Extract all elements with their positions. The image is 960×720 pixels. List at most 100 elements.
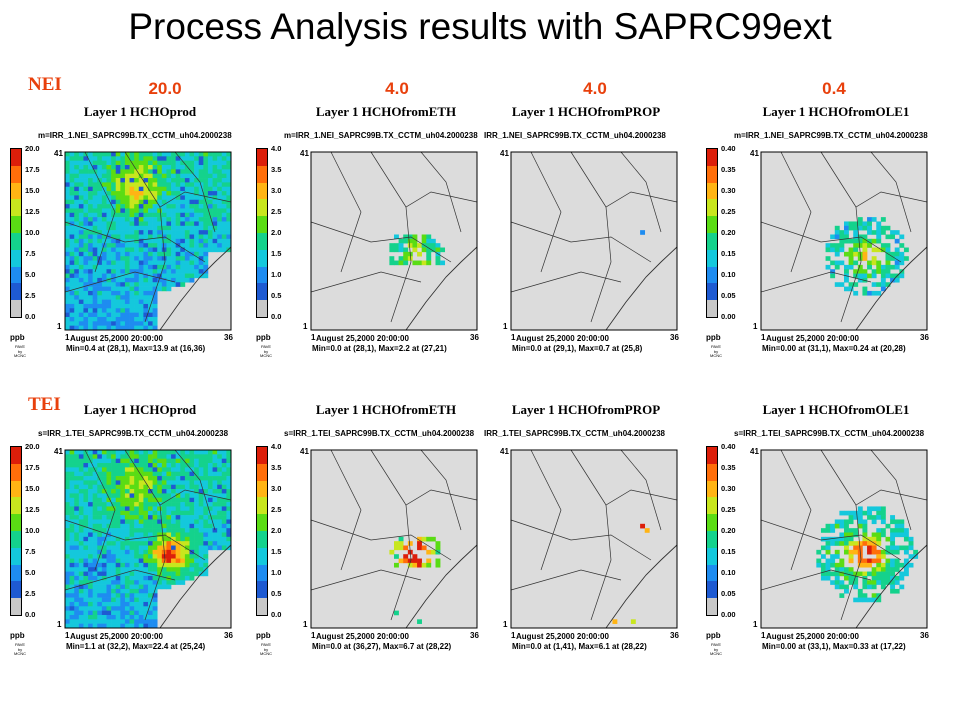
grid-cell (65, 597, 70, 603)
grid-cell (166, 484, 172, 490)
grid-cell (876, 575, 882, 581)
grid-cell (65, 515, 70, 520)
grid-cell (207, 247, 213, 253)
grid-cell (166, 251, 172, 257)
grid-cell (207, 217, 213, 222)
grid-cell (69, 567, 75, 572)
grid-cell (189, 523, 195, 529)
grid-cell (171, 230, 176, 235)
grid-cell (129, 316, 135, 322)
grid-cell (120, 256, 126, 261)
grid-cell (876, 593, 882, 598)
grid-cell (101, 269, 107, 274)
grid-cell (78, 191, 84, 196)
grid-cell (198, 458, 204, 464)
grid-cell (138, 277, 144, 283)
grid-cell (111, 562, 117, 568)
grid-cell (69, 515, 75, 520)
grid-cell (834, 536, 840, 542)
grid-cell (83, 567, 89, 572)
grid-cell (834, 225, 840, 231)
grid-cell (171, 575, 176, 581)
grid-cell (74, 156, 80, 161)
grid-cell (820, 536, 826, 542)
grid-cell (839, 230, 845, 235)
grid-cell (885, 256, 891, 261)
grid-cell (834, 580, 840, 585)
grid-cell (101, 230, 107, 235)
grid-cell (65, 165, 70, 170)
grid-cell (180, 264, 186, 270)
grid-cell (97, 321, 103, 326)
grid-cell (171, 493, 176, 499)
colorbar (256, 446, 268, 616)
grid-cell (101, 290, 107, 296)
grid-cell (194, 225, 200, 231)
grid-cell (152, 182, 158, 188)
grid-cell (65, 558, 70, 564)
axis-label-ytop: 41 (750, 149, 759, 158)
grid-cell (129, 497, 135, 503)
grid-cell (198, 545, 204, 551)
axis-label-xright: 36 (920, 631, 929, 640)
grid-cell (69, 165, 75, 170)
grid-cell (207, 238, 213, 244)
colorbar-swatch (707, 581, 717, 599)
grid-cell (74, 273, 80, 279)
grid-cell (152, 277, 158, 283)
grid-cell (124, 260, 130, 266)
grid-cell (876, 510, 882, 516)
grid-cell (189, 178, 195, 183)
grid-cell (166, 247, 172, 253)
grid-cell (212, 217, 218, 222)
grid-cell (848, 251, 854, 257)
grid-cell (120, 480, 126, 486)
grid-cell (194, 567, 200, 572)
grid-cell (129, 484, 135, 490)
grid-cell (189, 160, 195, 166)
grid-cell (834, 519, 840, 525)
grid-cell (83, 610, 89, 616)
grid-cell (134, 593, 140, 598)
grid-cell (166, 204, 172, 209)
grid-cell (862, 519, 868, 525)
grid-cell (207, 523, 213, 529)
grid-cell (129, 208, 135, 214)
grid-cell (152, 243, 158, 248)
grid-cell (134, 476, 140, 481)
county-boundary (510, 221, 652, 263)
grid-cell (180, 523, 186, 529)
grid-cell (157, 549, 163, 555)
grid-cell (92, 471, 98, 477)
grid-cell (876, 558, 882, 564)
colorbar-tick-label: 0.0 (25, 610, 36, 619)
grid-cell (101, 480, 107, 486)
grid-cell (175, 195, 181, 201)
grid-cell (129, 519, 135, 525)
grid-cell (203, 489, 209, 494)
grid-cell (115, 480, 121, 486)
panel-min-max: Min=0.00 at (31,1), Max=0.24 at (20,28) (762, 344, 906, 353)
grid-cell (111, 450, 117, 455)
grid-cell (212, 471, 218, 477)
grid-cell (69, 312, 75, 318)
grid-cell (124, 497, 130, 503)
grid-cell (124, 571, 130, 577)
grid-cell (88, 588, 93, 594)
grid-cell (180, 575, 186, 581)
map-background (511, 450, 677, 628)
grid-cell (175, 562, 181, 568)
grid-cell (825, 541, 831, 546)
grid-cell (65, 502, 70, 507)
grid-cell (644, 528, 650, 533)
grid-cell (88, 286, 93, 292)
grid-cell (175, 204, 181, 209)
grid-cell (65, 251, 70, 257)
grid-cell (78, 567, 84, 572)
grid-cell (221, 497, 227, 503)
grid-cell (184, 256, 190, 261)
grid-cell (111, 484, 117, 490)
grid-cell (152, 290, 158, 296)
grid-cell (74, 260, 80, 266)
map-panel: Layer 1 HCHOfromETH m=IRR_1.NEI_SAPRC99B.… (256, 104, 486, 358)
